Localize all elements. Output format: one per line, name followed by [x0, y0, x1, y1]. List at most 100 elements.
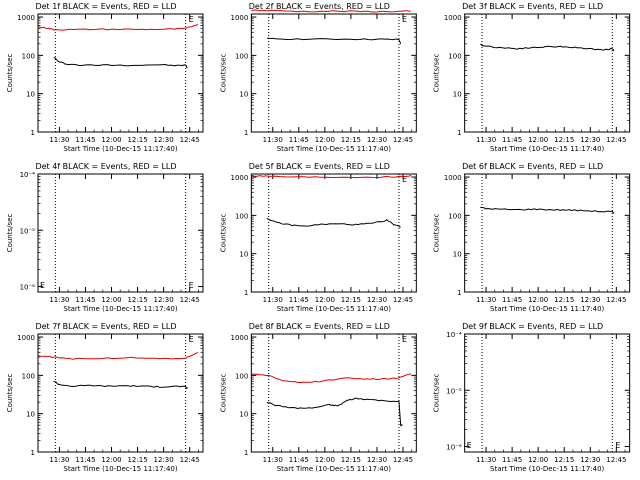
chart-title: Det 9f BLACK = Events, RED = LLD — [462, 322, 603, 331]
x-tick-label: 12:15 — [341, 296, 361, 304]
x-tick-label: 12:00 — [101, 136, 121, 144]
y-axis-label: Counts/sec — [6, 54, 14, 93]
x-tick-label: 12:30 — [580, 456, 600, 464]
x-tick-label: 11:45 — [502, 136, 522, 144]
marker-label: E — [467, 441, 472, 450]
x-tick-label: 12:30 — [367, 456, 387, 464]
events-series-line — [266, 217, 401, 228]
x-tick-label: 12:15 — [554, 296, 574, 304]
chart-title: Det 4f BLACK = Events, RED = LLD — [35, 162, 176, 171]
y-axis-label: Counts/sec — [219, 214, 227, 253]
y-tick-label: 10 — [26, 91, 35, 99]
y-tick-label: 1 — [244, 449, 248, 457]
x-tick-label: 12:45 — [393, 136, 413, 144]
x-axis-label: Start Time (10-Dec-15 11:17:40) — [277, 305, 391, 313]
lld-series-line — [37, 23, 199, 31]
x-tick-label: 12:00 — [528, 296, 548, 304]
y-axis-label: Counts/sec — [6, 214, 14, 253]
x-axis-label: Start Time (10-Dec-15 11:17:40) — [63, 465, 177, 473]
x-tick-label: 12:30 — [580, 296, 600, 304]
y-tick-label: 10⁻⁶ — [20, 284, 36, 292]
x-tick-label: 12:15 — [127, 296, 147, 304]
y-axis-label: Counts/sec — [433, 54, 441, 93]
y-axis-label: Counts/sec — [219, 54, 227, 93]
plot-frame — [37, 333, 204, 453]
marker-label: E — [40, 281, 45, 290]
x-tick-label: 12:15 — [341, 136, 361, 144]
y-tick-label: 10⁻⁵ — [20, 227, 36, 235]
y-tick-label: 100 — [235, 372, 248, 380]
x-axis-label: Start Time (10-Dec-15 11:17:40) — [63, 305, 177, 313]
x-tick-label: 11:30 — [263, 456, 283, 464]
x-tick-label: 11:45 — [289, 296, 309, 304]
y-axis-label: Counts/sec — [433, 374, 441, 413]
y-tick-label: 1000 — [444, 174, 462, 182]
y-tick-label: 10 — [453, 251, 462, 259]
plot-frame — [464, 13, 631, 133]
x-tick-label: 11:45 — [289, 136, 309, 144]
chart-panel-6: Det 6f BLACK = Events, RED = LLD 1 10 100 10… — [433, 162, 631, 313]
y-tick-label: 1000 — [231, 14, 249, 22]
chart-title: Det 1f BLACK = Events, RED = LLD — [35, 2, 176, 11]
x-tick-label: 12:00 — [528, 136, 548, 144]
x-tick-label: 12:30 — [154, 136, 174, 144]
x-axis-label: Start Time (10-Dec-15 11:17:40) — [277, 465, 391, 473]
y-tick-label: 10 — [239, 251, 248, 259]
y-tick-label: 1 — [457, 129, 461, 137]
plot-frame — [464, 333, 631, 453]
x-axis-label: Start Time (10-Dec-15 11:17:40) — [63, 145, 177, 153]
y-tick-label: 100 — [448, 212, 461, 220]
marker-label: E — [189, 335, 194, 344]
chart-panel-1: Det 1f BLACK = Events, RED = LLD 1 10 100 10… — [6, 2, 204, 153]
y-tick-label: 10 — [239, 91, 248, 99]
x-tick-label: 12:30 — [580, 136, 600, 144]
x-tick-label: 12:45 — [606, 456, 626, 464]
lld-series-line — [251, 174, 412, 179]
x-tick-label: 12:45 — [606, 296, 626, 304]
x-tick-label: 12:45 — [393, 456, 413, 464]
x-tick-label: 12:00 — [101, 456, 121, 464]
chart-panel-3: Det 3f BLACK = Events, RED = LLD 1 10 100 10… — [433, 2, 631, 153]
x-tick-label: 12:45 — [180, 136, 200, 144]
marker-label: E — [402, 175, 407, 184]
chart-panel-4: Det 4f BLACK = Events, RED = LLD 10⁻⁶ 10⁻⁵… — [6, 162, 204, 313]
x-tick-label: 11:30 — [49, 136, 69, 144]
x-axis-label: Start Time (10-Dec-15 11:17:40) — [490, 465, 604, 473]
y-tick-label: 1 — [244, 129, 248, 137]
y-tick-label: 100 — [448, 52, 461, 60]
y-tick-label: 1 — [31, 129, 35, 137]
y-tick-label: 1 — [244, 289, 248, 297]
y-tick-label: 1 — [457, 289, 461, 297]
plot-frame — [464, 173, 631, 293]
y-axis-label: Counts/sec — [433, 214, 441, 253]
x-tick-label: 12:45 — [180, 296, 200, 304]
x-tick-label: 12:30 — [154, 456, 174, 464]
x-tick-label: 12:00 — [315, 136, 335, 144]
x-tick-label: 11:45 — [75, 456, 95, 464]
chart-panel-2: Det 2f BLACK = Events, RED = LLD 1 10 100 10… — [219, 2, 417, 153]
y-tick-label: 10 — [26, 411, 35, 419]
plot-frame — [37, 13, 204, 133]
y-tick-label: 100 — [235, 212, 248, 220]
y-tick-label: 10⁻⁴ — [20, 171, 36, 179]
x-tick-label: 11:45 — [502, 456, 522, 464]
y-tick-label: 10⁻⁵ — [446, 387, 462, 395]
chart-panel-9: Det 9f BLACK = Events, RED = LLD 10⁻⁶ 10⁻⁵… — [433, 322, 631, 473]
x-tick-label: 12:00 — [315, 296, 335, 304]
x-axis-label: Start Time (10-Dec-15 11:17:40) — [490, 305, 604, 313]
marker-label: E — [615, 441, 620, 450]
x-tick-label: 12:45 — [393, 296, 413, 304]
chart-panel-5: Det 5f BLACK = Events, RED = LLD 1 10 100 10… — [219, 162, 417, 313]
x-tick-label: 11:30 — [49, 296, 69, 304]
x-tick-label: 11:30 — [49, 456, 69, 464]
marker-label: E — [189, 15, 194, 24]
events-series-line — [480, 206, 615, 214]
y-tick-label: 1000 — [17, 334, 35, 342]
x-tick-label: 11:30 — [263, 136, 283, 144]
x-tick-label: 12:15 — [554, 456, 574, 464]
x-tick-label: 12:45 — [606, 136, 626, 144]
events-series-line — [53, 57, 188, 69]
x-tick-label: 12:30 — [367, 296, 387, 304]
y-tick-label: 1000 — [231, 174, 249, 182]
x-tick-label: 11:30 — [476, 296, 496, 304]
